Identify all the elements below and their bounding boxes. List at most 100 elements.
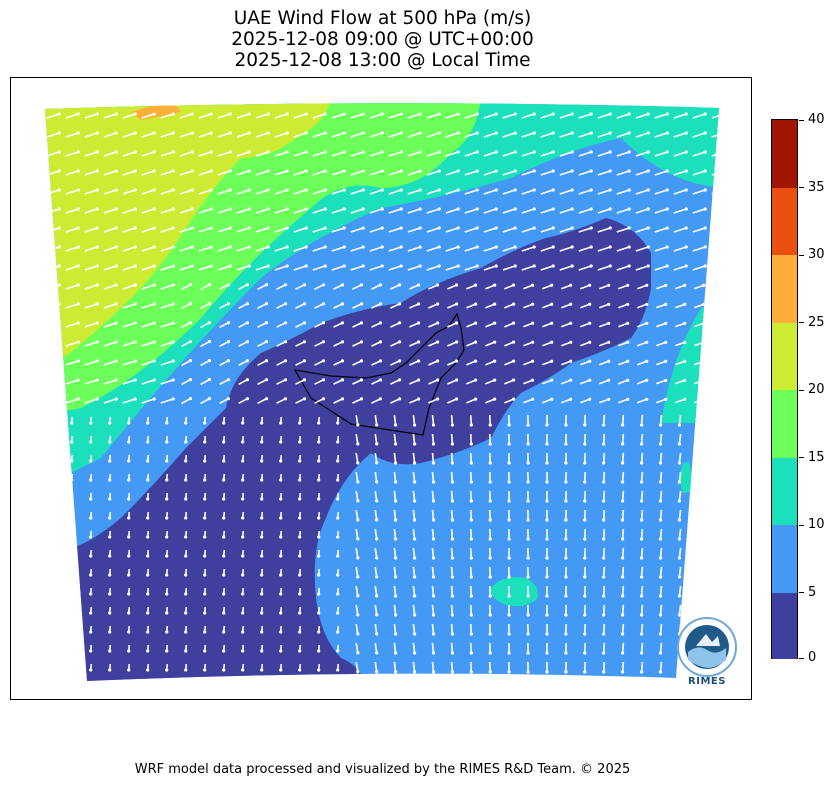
wind-vector-head	[564, 594, 568, 598]
wind-vector-head	[488, 651, 492, 655]
wind-vector-head	[583, 613, 587, 617]
wind-vector	[602, 661, 606, 673]
wind-vector-head	[133, 283, 137, 287]
wind-vector	[352, 284, 362, 290]
wind-vector	[355, 509, 359, 521]
wind-vector-head	[507, 423, 511, 427]
wind-vector	[673, 170, 687, 176]
wind-vector	[276, 303, 286, 309]
wind-vector-head	[664, 283, 668, 287]
wind-vector-head	[340, 359, 345, 363]
wind-vector	[599, 284, 609, 290]
wind-vector-head	[108, 516, 112, 520]
wind-vector	[84, 208, 98, 214]
wind-vector-head	[359, 283, 364, 287]
wind-vector	[217, 246, 231, 252]
wind-vector-head	[677, 461, 682, 465]
wind-vector-head	[70, 592, 74, 596]
wind-vector-head	[184, 478, 188, 482]
wind-vector-head	[645, 340, 649, 344]
wind-vector-head	[241, 497, 245, 501]
wind-vector	[597, 113, 611, 119]
wind-vector-head	[228, 150, 232, 154]
wind-vector-head	[507, 537, 511, 541]
wind-vector	[122, 303, 136, 309]
wind-vector-head	[723, 226, 726, 229]
wind-vector-head	[512, 340, 516, 344]
wind-vector	[675, 341, 685, 347]
wind-vector	[502, 151, 516, 157]
wind-vector	[640, 547, 644, 559]
wind-vector	[616, 208, 630, 214]
wind-vector-head	[607, 378, 611, 382]
wind-vector-head	[146, 630, 150, 634]
wind-vector-head	[375, 480, 379, 484]
wind-vector	[431, 623, 435, 635]
wind-vector	[374, 452, 378, 464]
wind-vector	[393, 585, 397, 597]
wind-vector-head	[456, 188, 460, 192]
wind-vector-head	[207, 302, 211, 306]
wind-vector-head	[677, 518, 682, 522]
wind-vector-head	[513, 245, 517, 249]
wind-vector	[369, 246, 383, 252]
wind-vector-head	[399, 150, 403, 154]
wind-vector	[431, 471, 435, 483]
wind-vector-head	[526, 575, 530, 579]
wind-vector	[450, 452, 454, 464]
wind-vector	[426, 227, 440, 233]
wind-vector	[103, 284, 117, 290]
wind-vector-head	[342, 188, 346, 192]
wind-vector	[559, 246, 573, 252]
wind-vector-head	[398, 340, 402, 344]
wind-vector	[447, 398, 457, 404]
colorbar-tick	[799, 322, 804, 323]
wind-vector	[65, 341, 79, 347]
wind-vector-head	[146, 459, 150, 463]
wind-vector	[504, 303, 514, 309]
wind-vector-head	[209, 188, 213, 192]
wind-vector	[640, 528, 644, 540]
wind-vector-head	[245, 283, 249, 287]
wind-vector-head	[57, 283, 61, 287]
wind-vector	[217, 113, 231, 119]
wind-vector-head	[640, 423, 644, 427]
wind-map	[10, 77, 752, 700]
wind-vector	[141, 284, 155, 290]
wind-vector-head	[545, 670, 549, 674]
wind-vector	[65, 379, 79, 385]
wind-vector	[312, 113, 326, 119]
wind-vector-head	[418, 131, 422, 135]
wind-vector	[602, 604, 606, 616]
wind-vector	[371, 379, 381, 385]
wind-vector-head	[696, 423, 700, 427]
wind-vector-head	[378, 321, 383, 325]
wind-vector	[659, 509, 663, 521]
wind-vector	[236, 208, 250, 214]
wind-vector	[640, 433, 644, 445]
wind-vector	[504, 322, 514, 328]
wind-vector	[255, 265, 269, 271]
wind-vector-head	[588, 321, 592, 325]
wind-vector	[407, 265, 421, 271]
wind-vector-head	[721, 379, 724, 382]
wind-vector-head	[361, 131, 365, 135]
wind-vector-head	[607, 397, 611, 401]
wind-vector-head	[95, 302, 99, 306]
wind-vector	[640, 509, 644, 521]
wind-vector-head	[302, 302, 307, 306]
wind-vector-head	[677, 499, 682, 503]
wind-vector-head	[703, 150, 707, 154]
wind-vector-head	[551, 150, 555, 154]
wind-vector-head	[627, 188, 631, 192]
wind-vector-head	[588, 302, 592, 306]
wind-vector-head	[721, 360, 724, 363]
wind-vector	[445, 189, 459, 195]
wind-vector-head	[696, 442, 700, 446]
wind-vector-head	[645, 397, 649, 401]
wind-vector	[219, 302, 229, 310]
wind-vector-head	[677, 537, 682, 541]
wind-vector	[464, 170, 478, 176]
wind-vector-head	[608, 112, 612, 116]
wind-vector-head	[298, 630, 302, 634]
